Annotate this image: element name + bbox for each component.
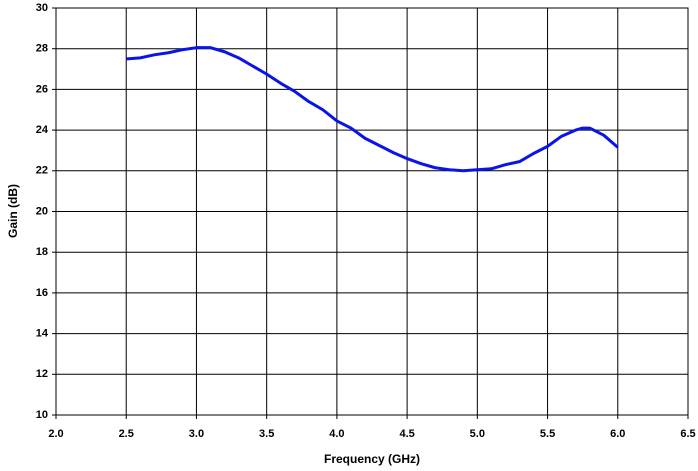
y-tick-label: 10 (36, 409, 48, 421)
y-tick-label: 16 (36, 287, 48, 299)
x-tick-label: 5.0 (470, 428, 485, 440)
x-tick-label: 3.0 (189, 428, 204, 440)
y-tick-label: 20 (36, 205, 48, 217)
x-tick-label: 4.0 (329, 428, 344, 440)
y-tick-label: 28 (36, 43, 48, 55)
x-tick-label: 4.5 (399, 428, 414, 440)
y-axis-label: Gain (dB) (6, 184, 20, 238)
y-tick-label: 30 (36, 2, 48, 14)
x-axis-label: Frequency (GHz) (324, 452, 420, 466)
data-line (126, 46, 619, 173)
y-tick-label: 12 (36, 368, 48, 380)
y-tick-label: 14 (36, 328, 49, 340)
plot-frame (55, 7, 689, 416)
x-tick-label: 6.0 (610, 428, 625, 440)
y-tick-label: 22 (36, 165, 48, 177)
x-tick-label: 2.5 (119, 428, 134, 440)
y-tick-label: 24 (36, 124, 49, 136)
x-tick-label: 5.5 (540, 428, 555, 440)
y-tick-label: 26 (36, 83, 48, 95)
x-tick-label: 3.5 (259, 428, 274, 440)
y-tick-label: 18 (36, 246, 48, 258)
x-tick-label: 2.0 (48, 428, 63, 440)
x-tick-label: 6.5 (680, 428, 695, 440)
